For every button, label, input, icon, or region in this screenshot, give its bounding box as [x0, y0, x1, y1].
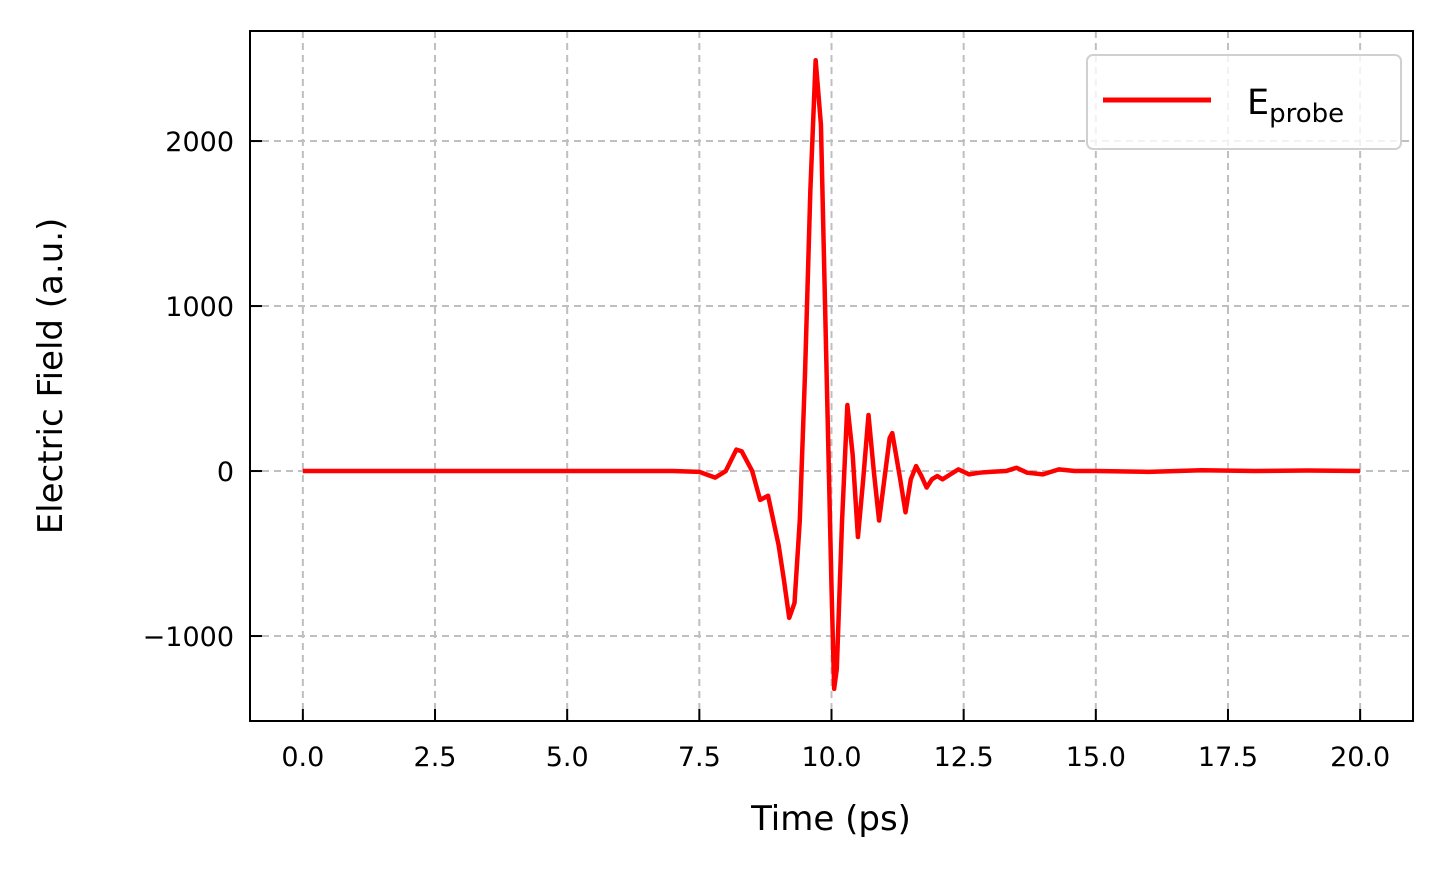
- y-tick-label: −1000: [143, 622, 234, 653]
- x-tick-label: 15.0: [1066, 742, 1126, 773]
- x-tick-label: 0.0: [281, 742, 324, 773]
- legend-label-subscript: probe: [1269, 99, 1344, 129]
- x-tick-label: 20.0: [1330, 742, 1390, 773]
- y-axis-label: Electric Field (a.u.): [31, 218, 71, 535]
- x-tick-label: 5.0: [546, 742, 589, 773]
- y-tick-label: 0: [217, 457, 234, 488]
- data-line: [302, 57, 1361, 692]
- x-tick-label: 7.5: [678, 742, 721, 773]
- x-tick-label: 12.5: [934, 742, 994, 773]
- y-tick-label: 1000: [165, 292, 234, 323]
- legend-label-main: E: [1247, 83, 1269, 123]
- x-tick-label: 17.5: [1198, 742, 1258, 773]
- x-tick-label: 10.0: [801, 742, 861, 773]
- plot-frame: [249, 30, 1414, 722]
- y-tick-label: 2000: [165, 127, 234, 158]
- legend-box: [1086, 54, 1402, 150]
- legend-label: Eprobe: [1247, 83, 1344, 129]
- x-tick-label: 2.5: [414, 742, 457, 773]
- x-axis-label: Time (ps): [750, 799, 911, 839]
